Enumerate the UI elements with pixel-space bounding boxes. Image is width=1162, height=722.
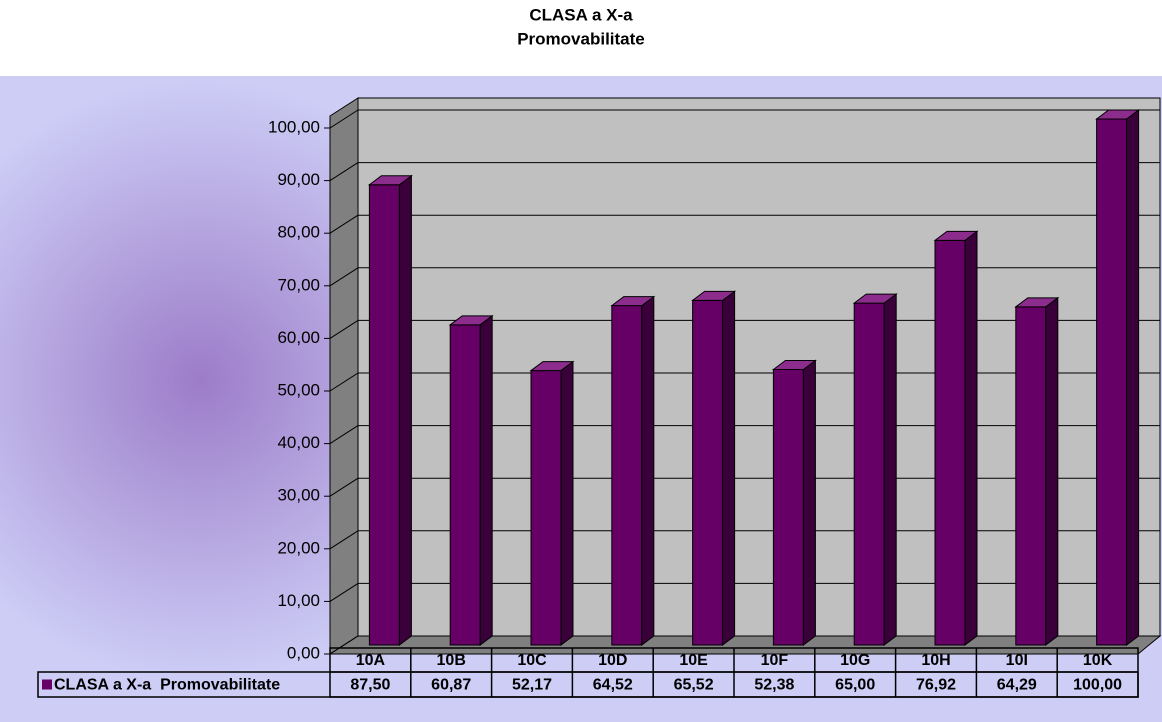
y-tick-label: 70,00	[277, 275, 320, 294]
grid-line-side	[329, 267, 359, 287]
bar-top	[852, 293, 898, 304]
grid-line-side	[329, 109, 359, 129]
bar-front	[449, 324, 481, 646]
data-label: 65,00	[835, 677, 875, 694]
bar-front	[853, 302, 885, 646]
grid-line-side	[329, 425, 359, 445]
data-label: 87,50	[350, 677, 390, 694]
bar-side	[722, 290, 736, 646]
y-tick-label: 60,00	[277, 328, 320, 347]
bar-top	[448, 315, 494, 326]
data-label: 65,52	[674, 677, 714, 694]
data-label: 64,29	[997, 677, 1037, 694]
bar-front	[368, 184, 400, 646]
y-tick-label: 50,00	[277, 380, 320, 399]
bar-top	[1014, 297, 1060, 308]
bar	[610, 295, 656, 646]
legend-label: CLASA a X-a Promovabilitate	[54, 677, 280, 694]
bar-side	[964, 230, 978, 646]
bar-front	[692, 299, 724, 646]
grid-line-side	[329, 582, 359, 602]
data-label: 60,87	[431, 677, 471, 694]
x-tick-label: 10F	[761, 652, 789, 669]
grid-line-side	[329, 477, 359, 497]
x-tick-label: 10A	[356, 652, 386, 669]
data-label: 64,52	[593, 677, 633, 694]
bar-top	[771, 359, 817, 370]
bar-front	[772, 368, 804, 646]
y-tick-label: 20,00	[277, 538, 320, 557]
bar-top	[529, 361, 575, 372]
y-tick-label: 30,00	[277, 486, 320, 505]
bar-side	[641, 295, 655, 646]
y-tick-label: 40,00	[277, 433, 320, 452]
data-label: 52,17	[512, 677, 552, 694]
y-tick-label: 100,00	[268, 117, 320, 136]
bar-side	[398, 174, 412, 646]
bar-front	[934, 239, 966, 646]
x-tick-label: 10G	[840, 652, 870, 669]
x-tick-label: 10I	[1006, 652, 1028, 669]
legend-swatch	[42, 679, 52, 690]
bar-front	[1096, 118, 1128, 646]
bar	[1095, 109, 1141, 646]
x-tick-label: 10B	[437, 652, 466, 669]
grid-line-side	[329, 530, 359, 550]
y-tick-label: 10,00	[277, 591, 320, 610]
bar-top	[367, 175, 413, 186]
bar-side	[883, 293, 897, 646]
bar	[367, 174, 413, 646]
data-label: 76,92	[916, 677, 956, 694]
grid-line-side	[329, 319, 359, 339]
bar-top	[1095, 109, 1141, 120]
bar-front	[611, 305, 643, 646]
grid-line-side	[329, 214, 359, 234]
bar	[1014, 296, 1060, 646]
y-tick-label: 90,00	[277, 170, 320, 189]
bar-top	[933, 230, 979, 241]
x-tick-label: 10D	[598, 652, 627, 669]
bar-side	[802, 359, 816, 646]
data-label: 52,38	[754, 677, 794, 694]
bar-top	[691, 290, 737, 301]
x-tick-label: 10H	[921, 652, 950, 669]
bar-side	[1045, 296, 1059, 646]
bar	[771, 359, 817, 646]
bar-side	[479, 314, 493, 646]
chart-subtitle: Promovabilitate	[517, 29, 645, 48]
bar-front	[1015, 306, 1047, 646]
bar	[933, 230, 979, 646]
x-tick-label: 10K	[1083, 652, 1113, 669]
grid-line-side	[329, 372, 359, 392]
chart-title: CLASA a X-a	[529, 5, 633, 24]
grid-line-side	[329, 635, 359, 655]
bar	[691, 290, 737, 646]
bar-side	[560, 360, 574, 646]
x-tick-label: 10C	[517, 652, 547, 669]
data-label: 100,00	[1073, 677, 1122, 694]
y-tick-label: 80,00	[277, 223, 320, 242]
bar-top	[610, 296, 656, 307]
y-tick-label: 0,00	[287, 643, 320, 662]
bar-front	[530, 370, 562, 646]
bar	[529, 360, 575, 646]
grid-line-side	[329, 162, 359, 182]
bar	[852, 293, 898, 646]
bar	[448, 314, 494, 646]
bar-side	[1126, 109, 1140, 646]
x-tick-label: 10E	[679, 652, 708, 669]
